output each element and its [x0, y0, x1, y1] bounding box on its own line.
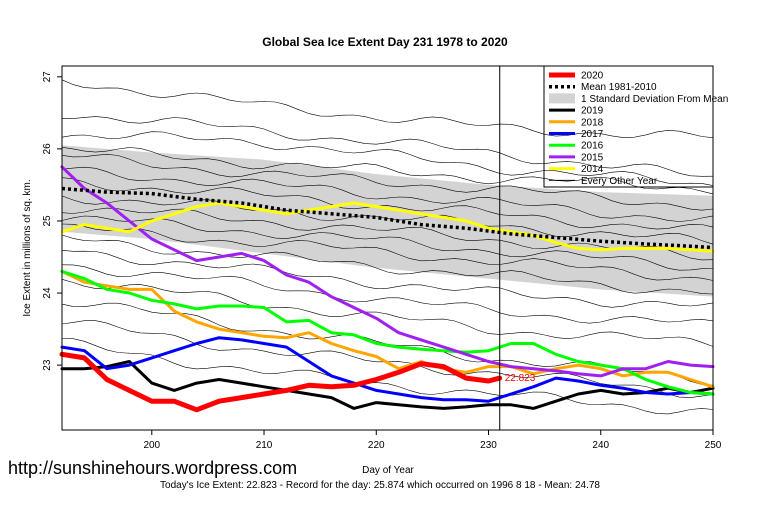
background-year-line: [61, 116, 714, 177]
axis-layer: 200 210 220 230 240 250 23 24 25 26 27: [42, 65, 722, 451]
legend-label: 2016: [581, 141, 604, 152]
x-tick-label: 250: [705, 440, 722, 451]
series-layer: [59, 165, 715, 413]
background-year-line: [61, 147, 714, 195]
series-line-2016: [60, 269, 715, 396]
series-line-2018: [60, 269, 715, 389]
legend-label: Every Other Year: [581, 176, 658, 187]
background-year-line: [61, 215, 714, 271]
background-year-line: [61, 207, 714, 261]
legend-label: Mean 1981-2010: [581, 82, 657, 93]
series-line-2017: [60, 336, 715, 403]
y-tick-label: 25: [42, 215, 53, 227]
background-year-line: [61, 177, 714, 230]
background-year-line: [61, 338, 714, 415]
legend-label: 2018: [581, 117, 604, 128]
x-axis-label: Day of Year: [362, 465, 414, 476]
series-line-2019: [60, 360, 715, 410]
background-year-line: [61, 131, 714, 186]
x-tick-label: 230: [480, 440, 497, 451]
x-tick-label: 200: [143, 440, 160, 451]
chart-title: Global Sea Ice Extent Day 231 1978 to 20…: [262, 35, 508, 49]
background-year-line: [61, 250, 714, 308]
legend-label: 2020: [581, 71, 604, 82]
x-tick-label: 210: [256, 440, 273, 451]
y-tick-label: 27: [42, 71, 53, 83]
legend-box: [543, 65, 714, 188]
series-line-2015: [60, 165, 715, 378]
series-line-2020: [59, 351, 503, 413]
current-value-annotation: 22.823: [505, 373, 536, 384]
series-line-mean-1981-2010: [61, 186, 714, 250]
y-tick-label: 23: [42, 359, 53, 371]
legend-label: 2014: [581, 164, 604, 175]
y-tick-label: 26: [42, 143, 53, 155]
background-year-line: [61, 166, 714, 222]
x-tick-label: 220: [368, 440, 385, 451]
background-year-line: [61, 195, 714, 245]
series-line-2014: [60, 201, 715, 253]
background-year-line: [61, 264, 714, 324]
std-band-layer: [62, 145, 713, 297]
background-year-line: [61, 153, 714, 211]
background-year-line: [61, 279, 714, 347]
legend-label: 2015: [581, 152, 604, 163]
std-band: [62, 145, 713, 297]
y-axis-label: Ice Extent in millions of sq. km.: [22, 179, 33, 316]
legend-label: 2017: [581, 129, 604, 140]
plot-frame: [61, 65, 714, 431]
watermark-url: http://sunshinehours.wordpress.com: [8, 458, 298, 478]
legend-label: 2019: [581, 106, 604, 117]
legend-label: 1 Standard Deviation From Mean: [581, 94, 728, 105]
y-tick-label: 24: [42, 287, 53, 299]
legend-swatch: [549, 93, 575, 104]
background-year-line: [61, 223, 714, 281]
caption: Today's Ice Extent: 22.823 - Record for …: [160, 480, 600, 491]
x-tick-label: 240: [592, 440, 609, 451]
background-year-line: [61, 79, 714, 138]
background-year-line: [61, 234, 714, 295]
